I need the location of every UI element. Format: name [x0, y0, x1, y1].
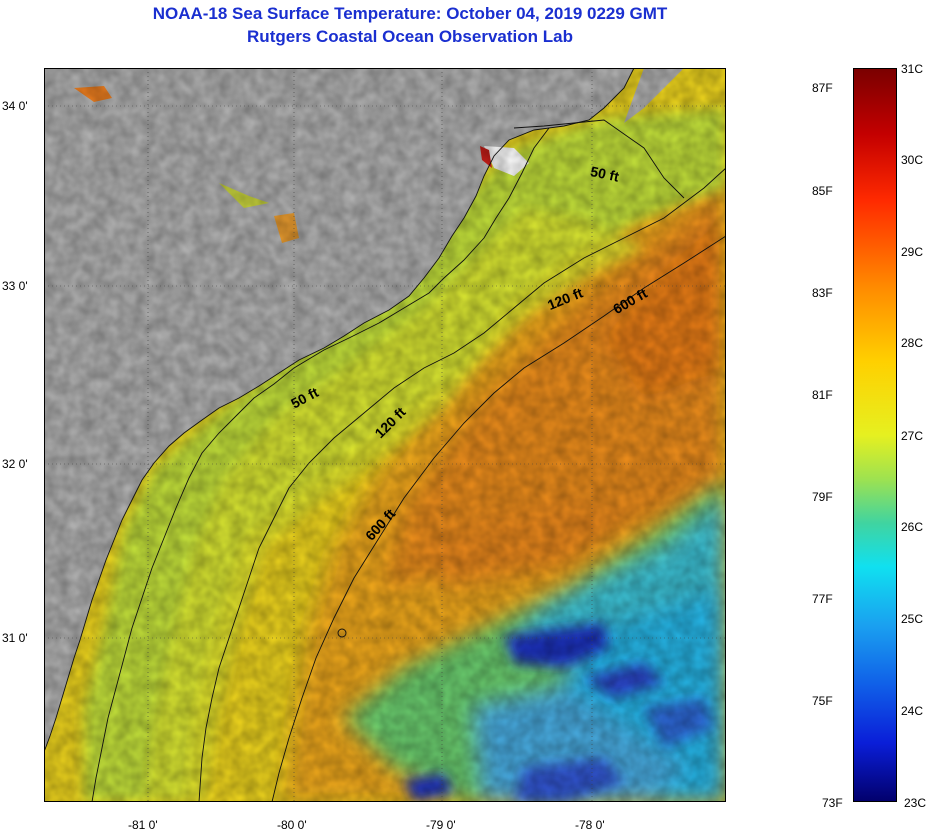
colorbar-f-label: 81F [812, 388, 833, 402]
colorbar-c-label: 23C [904, 796, 927, 810]
lat-tick-label: 33 0' [2, 279, 28, 293]
map-frame [44, 68, 726, 802]
lat-tick-label: 34 0' [2, 99, 28, 113]
isobath-50ft [91, 119, 685, 802]
chart-title: NOAA-18 Sea Surface Temperature: October… [152, 4, 668, 23]
colorbar-f-label: 87F [812, 81, 833, 95]
colorbar-f-label: 85F [812, 184, 833, 198]
colorbar-f-label: 83F [812, 286, 833, 300]
colorbar-c-label: 26C [901, 520, 924, 534]
temperature-colorbar [853, 68, 897, 802]
colorbar-f-label: 79F [812, 490, 833, 504]
lon-tick-label: -80 0' [277, 818, 307, 832]
coastline [44, 68, 635, 753]
chart-subtitle: Rutgers Coastal Ocean Observation Lab [247, 27, 573, 46]
colorbar-f-label: 75F [812, 694, 833, 708]
colorbar-c-label: 29C [901, 245, 924, 259]
colorbar-f-label: 77F [812, 592, 833, 606]
sst-map: 50 ft 50 ft 120 ft 120 ft 600 ft 600 ft [44, 68, 726, 802]
colorbar-c-label: 28C [901, 336, 924, 350]
colorbar-c-label: 24C [901, 704, 924, 718]
isobath-120ft [198, 167, 726, 802]
isobath-600ft [271, 235, 726, 802]
graticule [44, 68, 726, 802]
isobath-label: 50 ft [589, 163, 621, 185]
lat-tick-label: 32 0' [2, 457, 28, 471]
texture [44, 68, 726, 802]
colorbar-f-label: 73F [822, 796, 843, 810]
marker-circle [337, 628, 347, 638]
lon-tick-label: -79 0' [426, 818, 456, 832]
colorbar-c-label: 27C [901, 429, 924, 443]
colorbar-c-label: 25C [901, 612, 924, 626]
lat-tick-label: 31 0' [2, 631, 28, 645]
lon-tick-label: -78 0' [575, 818, 605, 832]
lon-tick-label: -81 0' [128, 818, 158, 832]
colorbar-c-label: 31C [901, 62, 924, 76]
colorbar-c-label: 30C [901, 153, 924, 167]
